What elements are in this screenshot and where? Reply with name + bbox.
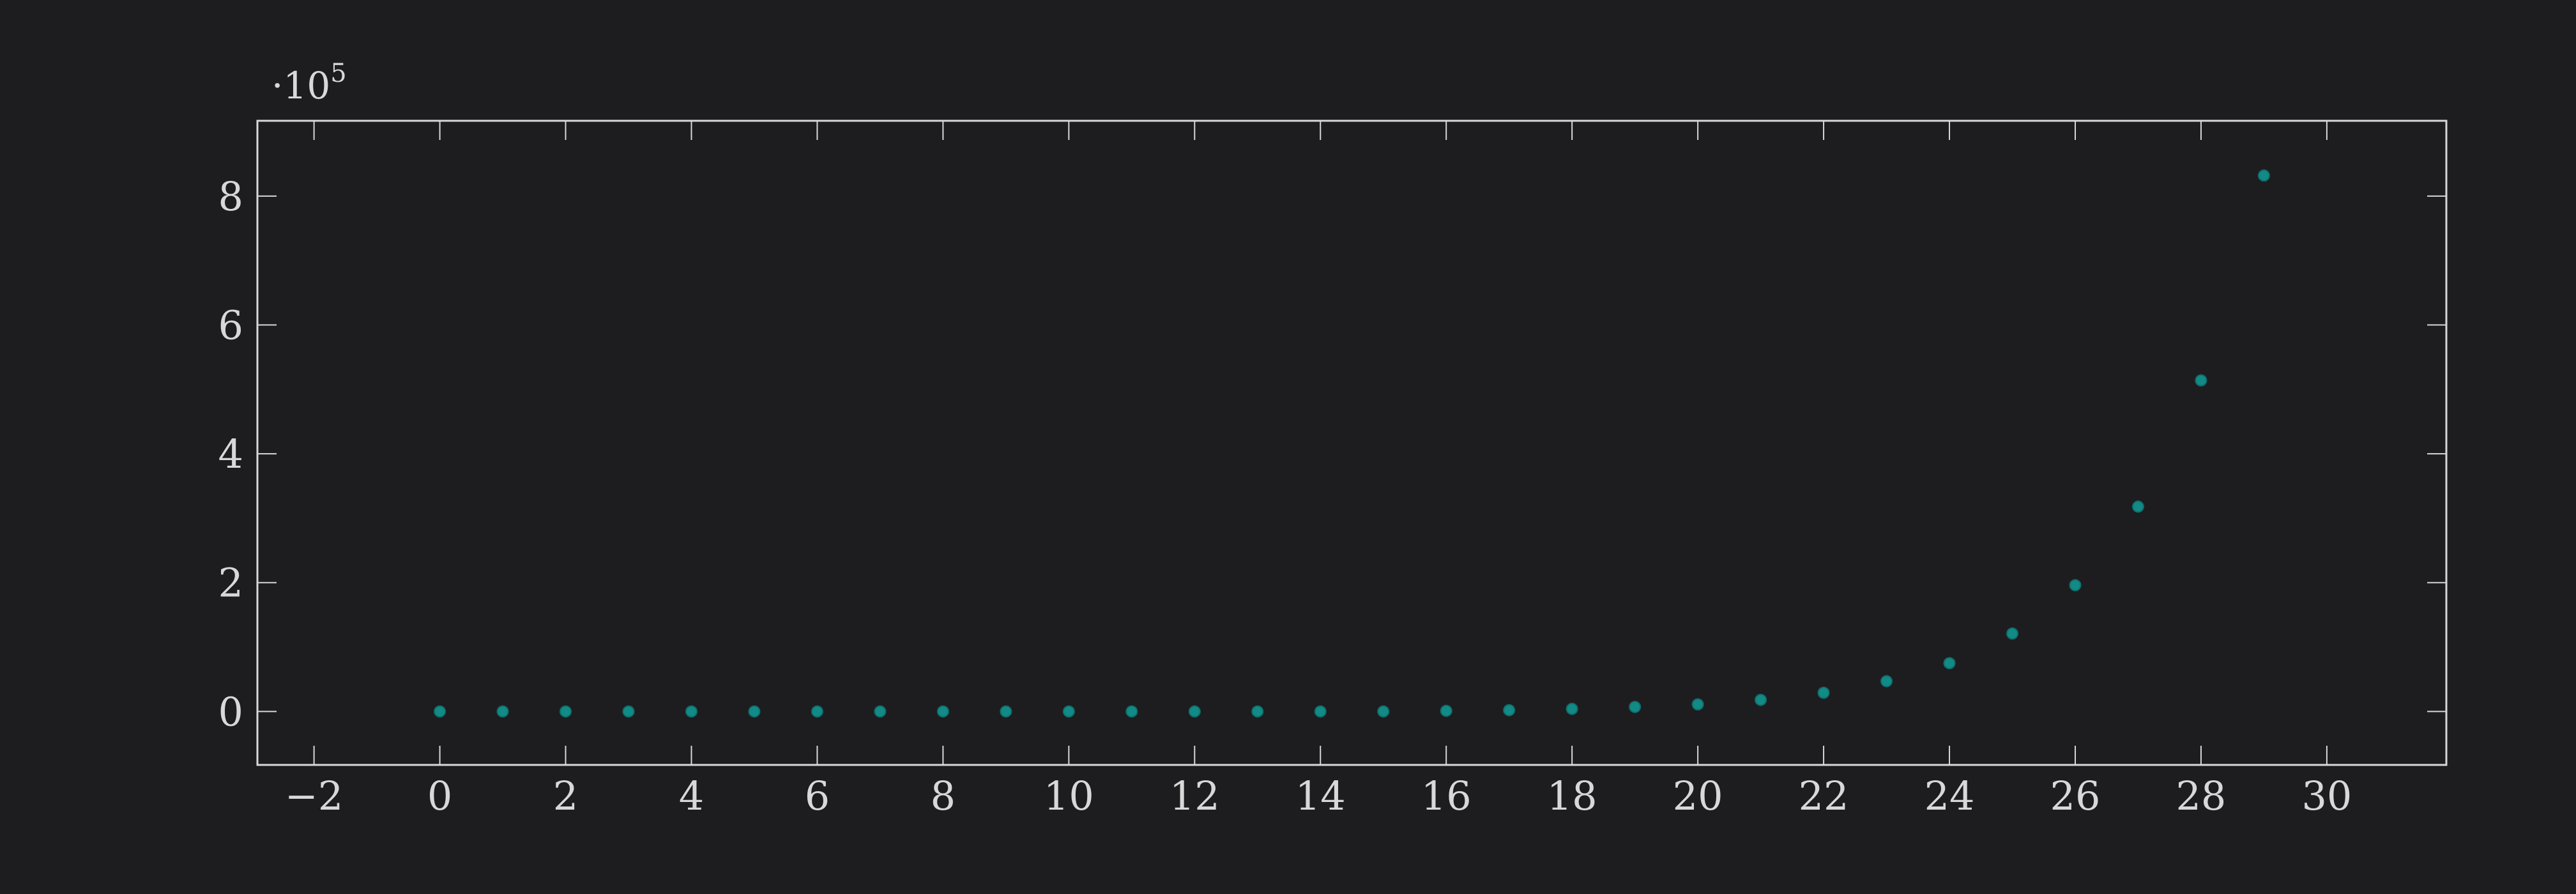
y-tick-label: 8 [218,173,243,220]
data-point [1251,705,1264,718]
data-point [1062,705,1075,718]
data-point [1817,686,1830,699]
data-point [1629,700,1642,713]
data-point [1440,704,1452,717]
y-axis-tick-labels: 0 2 4 6 8 [218,173,243,735]
data-point [1755,693,1767,706]
data-point [1691,698,1704,711]
x-tick-label: 0 [427,773,452,819]
data-point [434,705,446,718]
x-tick-label: 14 [1295,773,1346,819]
data-point [2257,169,2270,182]
data-point [1125,705,1138,718]
data-point [1314,705,1327,718]
x-tick-label: 20 [1673,773,1723,819]
x-tick-label: 18 [1547,773,1597,819]
data-point [874,705,887,718]
data-point [2069,579,2082,592]
y-tick-label: 4 [218,431,243,477]
x-tick-label: 30 [2301,773,2352,819]
x-axis-ticks [313,121,2328,765]
data-point [2131,500,2144,513]
y-tick-label: 2 [218,560,243,606]
data-points [434,169,2270,718]
y-axis-ticks [257,195,2446,713]
x-tick-label: 12 [1170,773,1220,819]
y-multiplier-exponent: 5 [330,59,346,88]
y-tick-label: 6 [218,302,243,349]
x-tick-label: 16 [1421,773,1472,819]
data-point [622,705,635,718]
data-point [1000,705,1012,718]
data-point [1566,702,1578,715]
x-tick-label: 24 [1924,773,1975,819]
x-axis-tick-labels: −2 0 2 4 6 8 10 12 14 16 18 20 22 24 26 28 30 [285,773,2352,819]
data-point [1943,657,1956,670]
x-tick-label: 10 [1044,773,1094,819]
x-tick-label: 22 [1799,773,1849,819]
x-tick-label: −2 [285,773,343,819]
x-tick-label: 8 [931,773,956,819]
y-multiplier-base: ·10 [271,64,330,107]
data-point [685,705,697,718]
data-point [1188,705,1201,718]
data-point [1880,675,1893,688]
data-point [2195,374,2207,387]
data-point [1503,704,1516,716]
data-point [811,705,823,718]
data-point [2006,627,2019,640]
x-tick-label: 4 [679,773,704,819]
data-point [560,705,572,718]
x-tick-label: 26 [2050,773,2101,819]
data-point [496,705,509,718]
data-point [936,705,949,718]
x-tick-label: 6 [805,773,830,819]
x-tick-label: 2 [553,773,578,819]
y-tick-label: 0 [218,688,243,735]
y-axis-multiplier: ·105 [271,59,347,107]
x-tick-label: 28 [2176,773,2226,819]
data-point [1377,705,1390,718]
data-point [748,705,761,718]
plot-frame [256,119,2448,766]
